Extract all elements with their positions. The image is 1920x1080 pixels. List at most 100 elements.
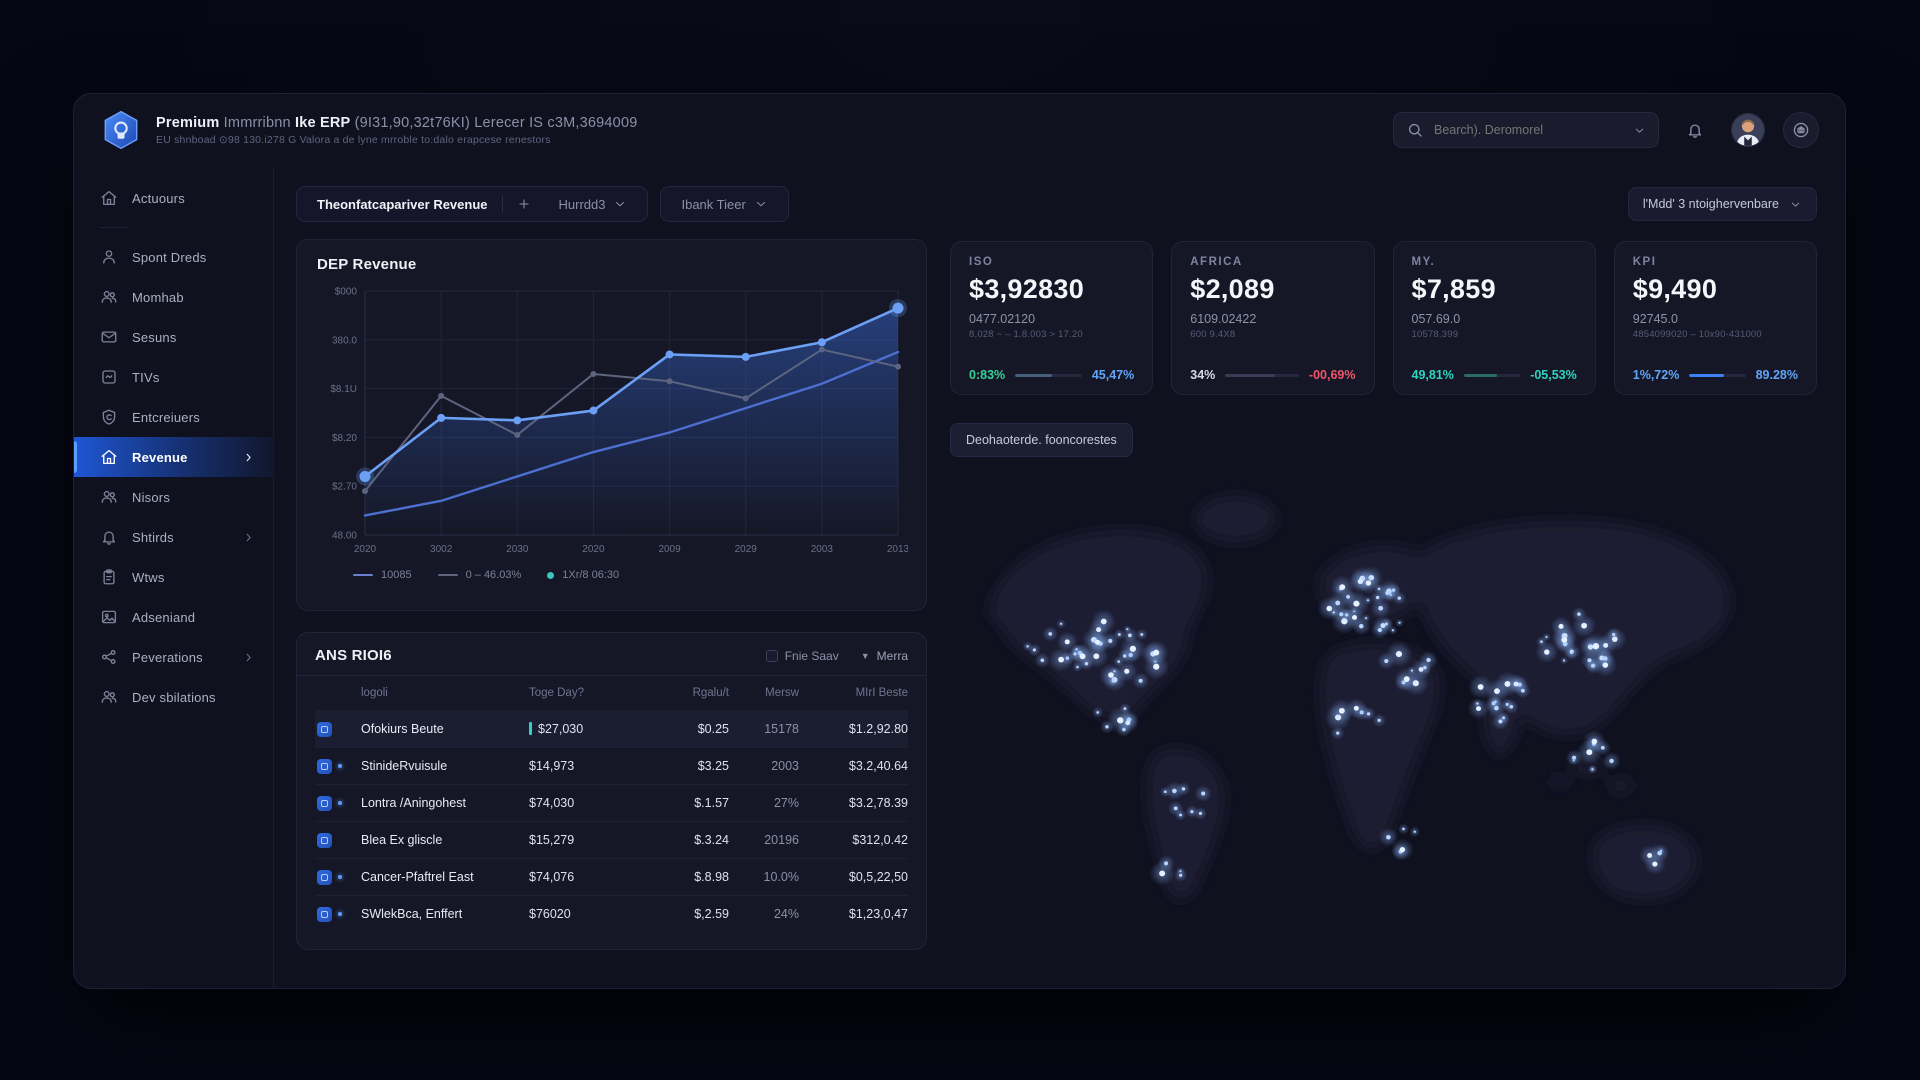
bell-icon [100, 528, 118, 546]
kpi-progress-bar [1225, 373, 1299, 377]
table-row[interactable]: Blea Ex gliscle $15,279 $.3.24 20196 $31… [315, 821, 908, 858]
model-selector-button[interactable]: l'Mdd' 3 ntoighervenbare [1627, 187, 1817, 221]
tab-ibank-tieer[interactable]: Ibank Tieer [667, 187, 781, 221]
search-icon [1406, 121, 1424, 139]
erp-app-window: Premium Immrribnn Ike ERP (9I31,90,32t76… [73, 93, 1846, 989]
tab-hurrdd3[interactable]: Hurrdd3 [545, 187, 642, 221]
box-icon [100, 368, 118, 386]
app-subtitle: EU shnboad ⊙98 130.i278 G Valora a de ly… [156, 133, 551, 146]
row-status-dot [338, 764, 342, 768]
row-app-icon [317, 795, 332, 811]
table-row[interactable]: Cancer-Pfaftrel East $74,076 $.8.98 10.0… [315, 858, 908, 895]
kpi-change-right: -05,53% [1530, 368, 1577, 382]
table-row[interactable]: StinideRvuisule $14,973 $3.25 2003 $3.2,… [315, 747, 908, 784]
table-column-headers: logoli Toge Day? Rgalu/t Mersw MIrI Best… [315, 676, 908, 710]
kpi-progress-bar [1463, 373, 1521, 377]
column-header: logoli [361, 687, 388, 699]
chevron-right-icon [242, 451, 255, 464]
svg-text:2013: 2013 [887, 544, 908, 555]
row-status-dot [338, 875, 342, 879]
table-header: ANS RIOI6 Fnie Saav ▼ Merra [315, 647, 908, 664]
user-avatar[interactable] [1731, 113, 1765, 147]
image-icon [100, 608, 118, 626]
kpi-change-left: 34% [1190, 368, 1216, 382]
add-tab-button[interactable] [503, 187, 545, 221]
kpi-change-right: 89.28% [1755, 368, 1798, 382]
tab-separator [501, 195, 503, 213]
sidebar-item-tivs[interactable]: TIVs [74, 357, 273, 397]
sidebar-item-wtws[interactable]: Wtws [74, 557, 273, 597]
users-icon [100, 688, 118, 706]
svg-text:$8.20: $8.20 [332, 433, 357, 444]
continent-silhouettes [989, 495, 1731, 901]
chevron-down-icon [613, 197, 627, 211]
row-app-icon [317, 832, 332, 848]
sidebar-item-shtirds[interactable]: Shtirds [74, 517, 273, 557]
row-app-icon [317, 758, 332, 774]
tab-bar: Theonfatcapariver Revenue Hurrdd3 Ibank … [296, 186, 1817, 222]
sidebar-item-nisors[interactable]: Nisors [74, 477, 273, 517]
clipboard-icon [100, 568, 118, 586]
row-status-dot [338, 801, 342, 805]
sidebar: Actuours Spont Dreds Momhab Sesuns TIVs [74, 166, 274, 988]
triangle-down-icon: ▼ [860, 650, 870, 661]
sidebar-item-momhab[interactable]: Momhab [74, 277, 273, 317]
sidebar-item-dev-sbilations[interactable]: Dev sbilations [74, 677, 273, 717]
sidebar-item-spont-dreds[interactable]: Spont Dreds [74, 237, 273, 277]
tab-revenue[interactable]: Theonfatcapariver Revenue [317, 196, 488, 212]
notifications-button[interactable] [1677, 112, 1713, 148]
revenue-chart-card: DEP Revenue $000 380.0 $8.1U $8.20 $2.70 48.0… [296, 239, 927, 611]
value-accent-bar [529, 722, 532, 735]
sidebar-item-entcreiuers[interactable]: Entcreiuers [74, 397, 273, 437]
chart-title: DEP Revenue [317, 256, 417, 273]
legend-item: 0 – 46.03% [437, 569, 521, 581]
sidebar-divider [100, 227, 128, 228]
bell-icon [1686, 121, 1704, 139]
row-status-dot [338, 912, 342, 916]
kpi-row: ISO $3,92830 0477.02120 8,028 ~ – 1.8.00… [950, 241, 1817, 395]
svg-text:$8.1U: $8.1U [330, 384, 357, 395]
merra-menu-button[interactable]: ▼ Merra [860, 648, 908, 663]
table-divider [297, 675, 926, 676]
app-logo-icon [100, 109, 142, 151]
home-icon [100, 448, 118, 466]
column-header: Mersw [765, 687, 799, 699]
sidebar-item-adseniand[interactable]: Adseniand [74, 597, 273, 637]
tab-group-secondary: Ibank Tieer [660, 186, 789, 222]
svg-text:2020: 2020 [354, 544, 377, 555]
chevron-down-icon[interactable] [1633, 124, 1646, 137]
legend-item: 10085 [353, 569, 412, 581]
table-row[interactable]: Ofokiurs Beute $27,030 $0.25 15178 $1.2,… [315, 710, 908, 747]
header-right [1393, 112, 1819, 148]
kpi-change-left: 0:83% [969, 368, 1006, 382]
row-app-icon [317, 721, 332, 737]
kpi-change-right: -00,69% [1308, 368, 1356, 382]
table-row[interactable]: Lontra /Aningohest $74,030 $.1.57 27% $3… [315, 784, 908, 821]
file-save-checkbox[interactable]: Fnie Saav [765, 649, 839, 663]
chevron-right-icon [242, 531, 255, 544]
revenue-line-chart: $000 380.0 $8.1U $8.20 $2.70 48.00 2020 3002 203… [330, 287, 908, 556]
users-icon [100, 488, 118, 506]
kpi-progress-bar [1015, 373, 1082, 377]
table-row[interactable]: SWlekBca, Enffert $76020 $,2.59 24% $1,2… [315, 895, 908, 932]
svg-text:2009: 2009 [658, 544, 681, 555]
checkbox-icon [765, 649, 778, 662]
svg-text:380.0: 380.0 [332, 335, 357, 346]
sidebar-item-sesuns[interactable]: Sesuns [74, 317, 273, 357]
sidebar-item-peverations[interactable]: Peverations [74, 637, 273, 677]
user-icon [100, 248, 118, 266]
camera-button[interactable] [1783, 112, 1819, 148]
chevron-down-icon [1789, 198, 1802, 211]
plus-icon [517, 197, 531, 211]
accounts-table-card: ANS RIOI6 Fnie Saav ▼ Merra logoli To [296, 632, 927, 950]
search-input[interactable] [1434, 123, 1623, 137]
sidebar-item-revenue[interactable]: Revenue [74, 437, 273, 477]
svg-text:2030: 2030 [506, 544, 529, 555]
search-bar[interactable] [1393, 112, 1659, 148]
svg-text:2020: 2020 [582, 544, 605, 555]
tab-group: Theonfatcapariver Revenue Hurrdd3 [296, 186, 649, 222]
activity-dots [1022, 566, 1670, 886]
app-header: Premium Immrribnn Ike ERP (9I31,90,32t76… [74, 94, 1845, 166]
svg-text:2003: 2003 [811, 544, 834, 555]
sidebar-item-actuours[interactable]: Actuours [74, 178, 273, 218]
